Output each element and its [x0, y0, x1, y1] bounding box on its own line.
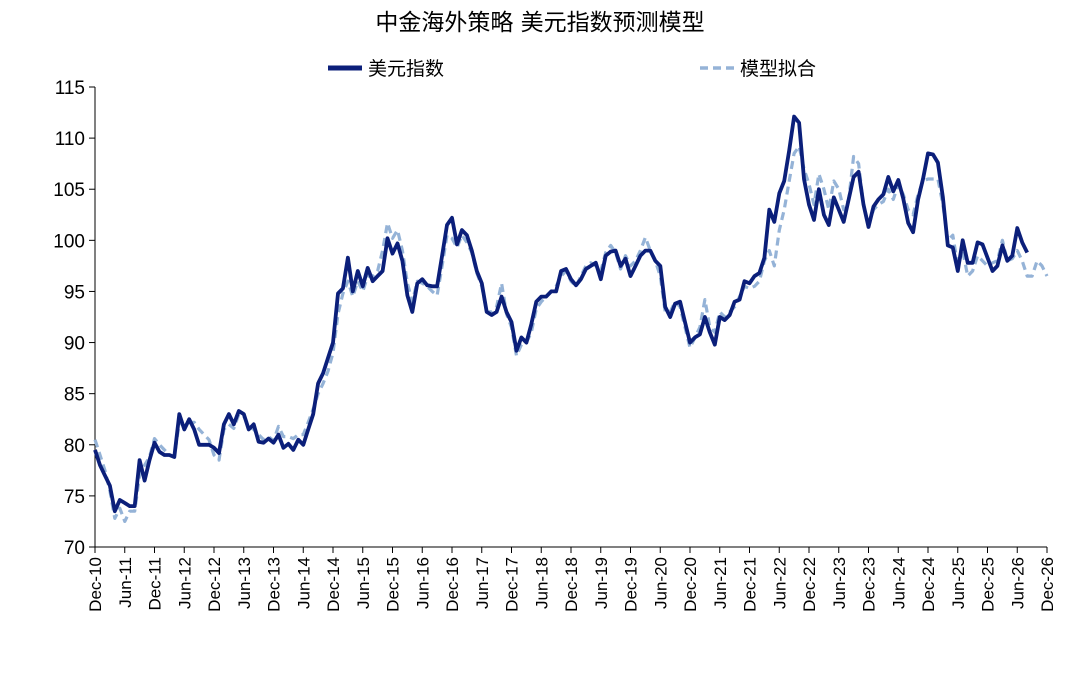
- y-tick-label: 90: [64, 334, 85, 355]
- y-tick-label: 100: [53, 231, 85, 252]
- y-tick-label: 75: [64, 487, 85, 508]
- x-tick-label: Dec-23: [860, 557, 879, 612]
- x-tick-label: Jun-24: [889, 557, 908, 609]
- x-tick-label: Dec-16: [443, 557, 462, 612]
- x-tick-label: Jun-23: [830, 557, 849, 609]
- x-tick-label: Dec-10: [86, 557, 105, 612]
- x-tick-label: Dec-18: [562, 557, 581, 612]
- x-tick-label: Dec-25: [979, 557, 998, 612]
- y-tick-label: 95: [64, 282, 85, 303]
- x-tick-label: Jun-22: [770, 557, 789, 609]
- y-tick-label: 70: [64, 538, 85, 559]
- x-tick-label: Jun-18: [532, 557, 551, 609]
- x-tick-label: Jun-25: [949, 557, 968, 609]
- legend-label-usd-index: 美元指数: [368, 58, 444, 80]
- x-tick-label: Dec-24: [919, 557, 938, 612]
- y-tick-label: 80: [64, 436, 85, 457]
- chart-title: 中金海外策略 美元指数预测模型: [375, 10, 704, 36]
- x-tick-label: Jun-17: [473, 557, 492, 609]
- x-tick-label: Dec-22: [800, 557, 819, 612]
- x-tick-label: Dec-26: [1038, 557, 1057, 612]
- plot-area: [93, 114, 1049, 523]
- x-tick-label: Dec-12: [205, 557, 224, 612]
- x-tick-label: Dec-11: [146, 557, 165, 611]
- x-tick-label: Dec-17: [503, 557, 522, 612]
- x-tick-label: Jun-15: [354, 557, 373, 609]
- x-tick-label: Dec-20: [681, 557, 700, 612]
- y-tick-label: 105: [53, 180, 85, 201]
- x-tick-label: Dec-14: [324, 557, 343, 612]
- x-tick-label: Jun-13: [235, 557, 254, 609]
- y-axis: 70 75 80 85 90 95 100 105 110 115: [53, 78, 96, 559]
- x-tick-label: Jun-20: [651, 557, 670, 609]
- x-tick-label: Jun-19: [592, 557, 611, 609]
- x-axis: Dec-10 Jun-11 Dec-11 Jun-12 Dec-12 Jun-13 Dec-…: [86, 546, 1057, 612]
- x-tick-label: Dec-13: [265, 557, 284, 612]
- x-tick-label: Dec-21: [741, 557, 760, 612]
- x-tick-label: Dec-19: [622, 557, 641, 612]
- x-tick-label: Dec-15: [384, 557, 403, 612]
- x-tick-label: Jun-12: [175, 557, 194, 609]
- legend-label-model-fit: 模型拟合: [740, 58, 816, 80]
- y-tick-label: 85: [64, 385, 85, 406]
- y-tick-label: 110: [55, 129, 85, 150]
- x-tick-label: Jun-11: [116, 557, 135, 608]
- series-line-usd-index: [93, 114, 1029, 514]
- x-tick-label: Jun-26: [1008, 557, 1027, 609]
- y-tick-label: 115: [55, 78, 85, 99]
- x-tick-label: Jun-16: [413, 557, 432, 609]
- x-tick-label: Jun-14: [294, 557, 313, 609]
- x-tick-label: Jun-21: [711, 557, 730, 609]
- legend: 美元指数 模型拟合: [328, 58, 816, 80]
